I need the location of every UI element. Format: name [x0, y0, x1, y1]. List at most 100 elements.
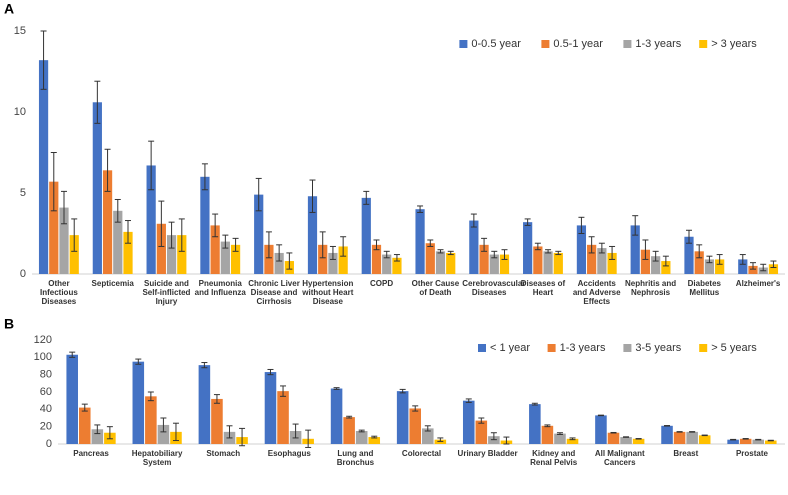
bar	[499, 254, 510, 274]
bar	[330, 388, 343, 444]
bar	[533, 246, 543, 274]
bar	[704, 259, 715, 274]
bar	[177, 235, 187, 274]
x-tick-label: Hepatobiliary System	[131, 449, 183, 467]
bar	[475, 420, 488, 444]
x-tick-label: Suicide and Self-inflicted Injury	[142, 279, 191, 306]
y-tick-label: 60	[40, 386, 52, 398]
bar	[274, 252, 284, 274]
x-tick-label: Accidents and Adverse Effects	[572, 279, 621, 306]
x-tick-label: Breast	[673, 449, 699, 458]
y-tick-label: 10	[14, 106, 26, 118]
bar	[479, 244, 489, 274]
y-tick-label: 80	[40, 369, 52, 381]
bar	[355, 431, 368, 444]
bar	[220, 241, 230, 274]
legend-label: 1-3 years	[560, 342, 606, 354]
bar	[368, 437, 381, 444]
x-tick-label: Prostate	[735, 449, 768, 458]
bar	[91, 429, 104, 444]
legend-swatch	[541, 40, 550, 48]
bar	[211, 398, 223, 444]
bar	[462, 400, 475, 444]
bar	[409, 408, 421, 444]
bar	[715, 259, 725, 274]
bar	[92, 102, 102, 274]
bar	[698, 435, 711, 444]
bar	[392, 257, 402, 274]
y-tick-label: 40	[40, 403, 52, 415]
bar	[554, 433, 566, 444]
bar	[752, 439, 765, 444]
bar	[651, 256, 661, 274]
bar	[765, 440, 777, 444]
bar	[727, 439, 739, 444]
bar	[607, 252, 617, 274]
legend-label: < 1 year	[490, 342, 530, 354]
bar	[78, 407, 91, 444]
bar	[543, 251, 553, 274]
bar	[607, 432, 620, 444]
bar	[739, 438, 752, 444]
x-tick-label: All Malignant Cancers	[594, 449, 645, 467]
bar	[49, 181, 59, 274]
x-tick-label: Lung and Bronchus	[336, 449, 375, 467]
bar	[595, 415, 607, 444]
bar	[254, 194, 264, 274]
bar	[553, 252, 563, 274]
bar	[343, 417, 355, 444]
legend-swatch	[547, 344, 556, 352]
bar	[59, 207, 69, 274]
bar	[694, 251, 704, 274]
bar	[523, 222, 533, 274]
bar	[328, 252, 338, 274]
bar	[396, 391, 409, 444]
y-tick-label: 0	[20, 268, 26, 280]
x-tick-label: Kidney and Renal Pelvis	[530, 449, 578, 467]
x-tick-label: COPD	[370, 279, 394, 288]
bar	[661, 425, 673, 444]
bar	[132, 361, 145, 444]
y-tick-label: 20	[40, 421, 52, 433]
x-tick-label: Colorectal	[401, 449, 442, 458]
legend-label: > 3 years	[711, 38, 757, 50]
bar	[587, 244, 597, 274]
legend-swatch	[699, 40, 708, 48]
legend-label: 1-3 years	[635, 38, 681, 50]
x-tick-label: Alzheimer's	[735, 279, 781, 288]
bar	[166, 235, 177, 274]
bar	[102, 170, 113, 274]
bar	[230, 244, 241, 274]
bar	[415, 209, 425, 274]
x-tick-label: Diabetes Mellitus	[687, 279, 721, 297]
bar	[210, 225, 220, 274]
bar	[425, 243, 435, 274]
bar	[264, 244, 274, 274]
x-tick-label: Hypertension without Heart Disease	[302, 279, 354, 306]
bar	[113, 210, 123, 274]
y-tick-label: 5	[20, 187, 26, 199]
y-tick-label: 120	[34, 334, 52, 346]
x-tick-label: Other Infectious Diseases	[40, 279, 78, 306]
bar	[597, 248, 607, 274]
bar	[146, 165, 156, 274]
bar	[198, 365, 211, 444]
bar	[768, 264, 779, 274]
bar	[640, 249, 651, 274]
bar	[738, 259, 748, 274]
bar	[566, 438, 579, 444]
bar	[38, 60, 49, 274]
bar	[361, 197, 371, 274]
legend-label: 0.5-1 year	[553, 38, 603, 50]
bar	[661, 261, 671, 274]
x-tick-label: Urinary Bladder	[457, 449, 518, 458]
bar	[307, 196, 318, 274]
bar	[156, 223, 166, 274]
bar	[576, 225, 587, 274]
bar	[684, 236, 694, 274]
x-tick-label: Other Cause of Death	[411, 279, 460, 297]
bar	[318, 244, 328, 274]
y-tick-label: 15	[14, 25, 26, 37]
bar	[673, 431, 686, 444]
